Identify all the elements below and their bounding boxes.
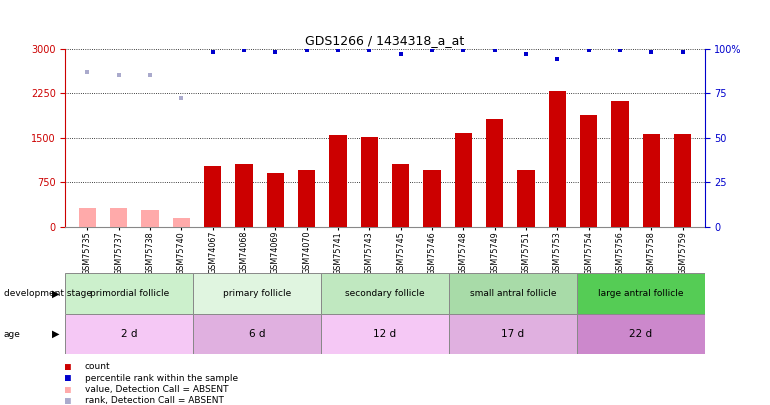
Text: ■: ■ bbox=[65, 396, 72, 405]
Text: 6 d: 6 d bbox=[249, 329, 266, 339]
Text: value, Detection Call = ABSENT: value, Detection Call = ABSENT bbox=[85, 385, 228, 394]
Bar bbox=[321, 314, 449, 354]
Bar bbox=[330, 135, 346, 227]
Bar bbox=[298, 171, 315, 227]
Text: small antral follicle: small antral follicle bbox=[470, 289, 556, 298]
Bar bbox=[321, 273, 449, 314]
Text: 12 d: 12 d bbox=[373, 329, 397, 339]
Bar bbox=[65, 314, 193, 354]
Bar bbox=[643, 134, 660, 227]
Text: 2 d: 2 d bbox=[121, 329, 138, 339]
Bar bbox=[193, 273, 321, 314]
Text: ■: ■ bbox=[65, 385, 72, 394]
Bar bbox=[79, 208, 96, 227]
Bar bbox=[172, 218, 190, 227]
Text: ▶: ▶ bbox=[52, 289, 59, 298]
Text: 17 d: 17 d bbox=[501, 329, 524, 339]
Title: GDS1266 / 1434318_a_at: GDS1266 / 1434318_a_at bbox=[306, 34, 464, 47]
Bar bbox=[236, 164, 253, 227]
Text: primordial follicle: primordial follicle bbox=[90, 289, 169, 298]
Bar bbox=[142, 210, 159, 227]
Text: primary follicle: primary follicle bbox=[223, 289, 291, 298]
Bar bbox=[455, 133, 472, 227]
Bar bbox=[577, 314, 705, 354]
Bar bbox=[193, 314, 321, 354]
Text: ■: ■ bbox=[65, 373, 72, 383]
Text: ▶: ▶ bbox=[52, 329, 59, 339]
Text: age: age bbox=[4, 330, 21, 339]
Bar bbox=[204, 166, 221, 227]
Bar bbox=[517, 170, 534, 227]
Bar bbox=[674, 134, 691, 227]
Bar bbox=[549, 92, 566, 227]
Text: rank, Detection Call = ABSENT: rank, Detection Call = ABSENT bbox=[85, 396, 223, 405]
Bar bbox=[449, 273, 577, 314]
Text: percentile rank within the sample: percentile rank within the sample bbox=[85, 374, 238, 383]
Text: large antral follicle: large antral follicle bbox=[598, 289, 684, 298]
Text: count: count bbox=[85, 362, 110, 371]
Bar bbox=[580, 115, 598, 227]
Bar bbox=[486, 119, 504, 227]
Bar bbox=[65, 273, 193, 314]
Bar bbox=[110, 209, 127, 227]
Bar bbox=[424, 171, 440, 227]
Bar bbox=[266, 173, 284, 227]
Bar bbox=[360, 137, 378, 227]
Bar bbox=[611, 101, 628, 227]
Text: development stage: development stage bbox=[4, 289, 92, 298]
Bar bbox=[392, 164, 410, 227]
Text: ■: ■ bbox=[65, 362, 72, 372]
Text: 22 d: 22 d bbox=[629, 329, 652, 339]
Bar bbox=[577, 273, 705, 314]
Bar bbox=[449, 314, 577, 354]
Text: secondary follicle: secondary follicle bbox=[345, 289, 425, 298]
